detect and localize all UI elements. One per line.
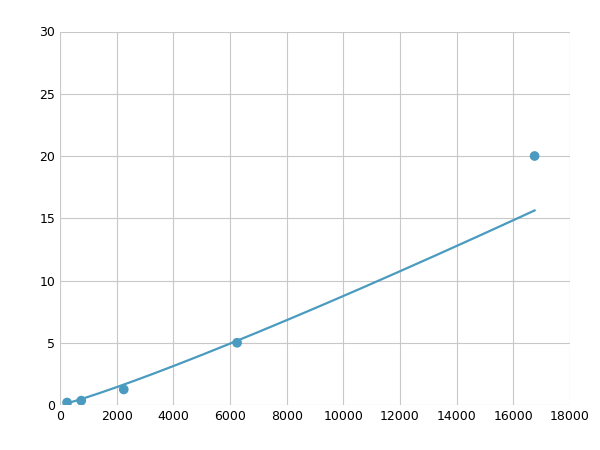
Point [530,153,539,160]
Point [62,399,72,406]
Point [119,386,128,393]
Point [232,339,242,346]
Point [76,397,86,404]
